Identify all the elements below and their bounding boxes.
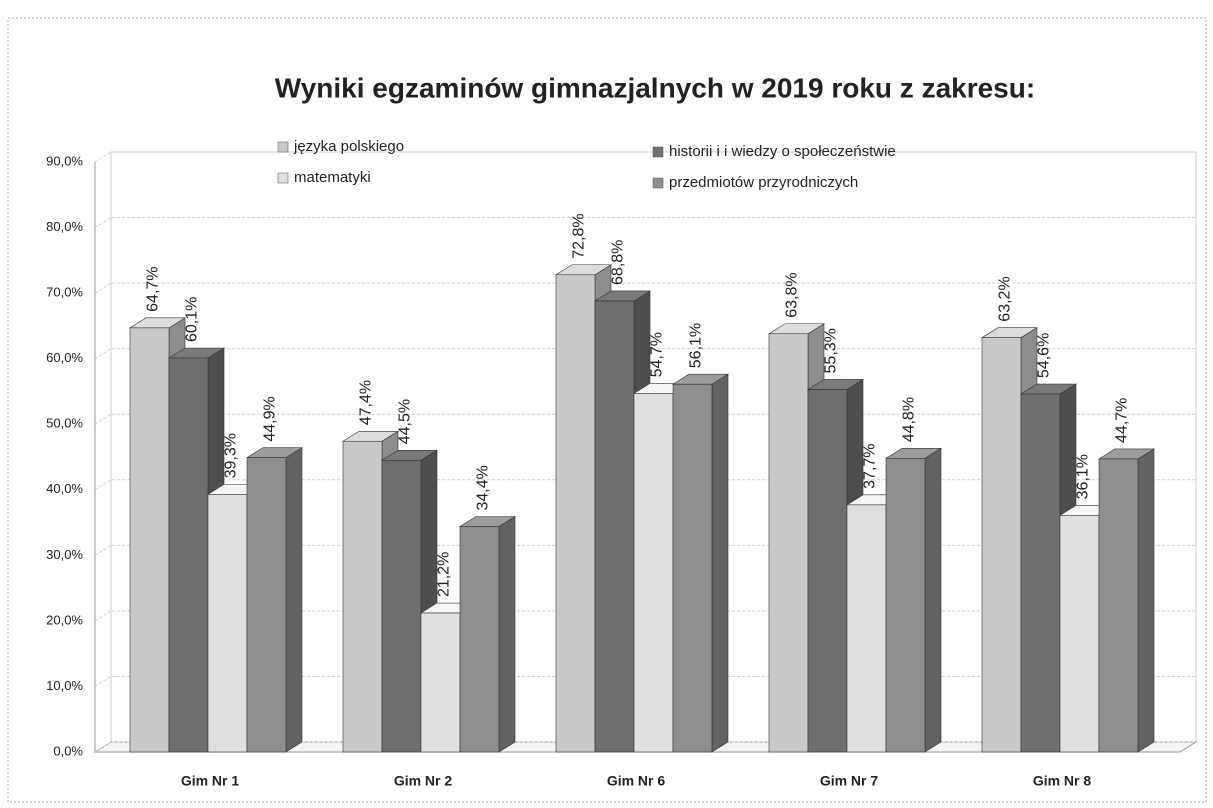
bar (768, 333, 809, 753)
legend-label: języka polskiego (293, 138, 404, 155)
data-label: 44,5% (397, 399, 414, 444)
data-label: 36,1% (1075, 454, 1092, 499)
y-tick-label: 0,0% (53, 743, 83, 758)
x-tick-label: Gim Nr 2 (394, 773, 453, 789)
legend-swatch (652, 177, 664, 189)
bar (846, 504, 887, 753)
bar (555, 274, 596, 753)
data-label: 63,2% (997, 276, 1014, 321)
bar-side (285, 447, 303, 753)
grid-line (94, 151, 1196, 163)
data-label: 47,4% (358, 380, 375, 425)
bar-side (924, 447, 942, 753)
x-tick-label: Gim Nr 7 (820, 773, 879, 789)
y-tick-label: 80,0% (46, 219, 83, 234)
data-label: 44,8% (901, 397, 918, 442)
y-tick-label: 30,0% (46, 547, 83, 562)
legend-swatch (277, 172, 289, 184)
data-label: 37,7% (862, 443, 879, 488)
bar (246, 457, 287, 753)
y-tick-label: 20,0% (46, 612, 83, 627)
data-label: 55,3% (823, 328, 840, 373)
y-tick-label: 90,0% (46, 153, 83, 168)
data-label: 39,3% (223, 433, 240, 478)
bar (594, 300, 635, 753)
bar (342, 440, 383, 753)
x-tick-label: Gim Nr 8 (1033, 773, 1092, 789)
bar (633, 393, 674, 753)
bar (420, 612, 461, 753)
data-label: 44,7% (1114, 398, 1131, 443)
y-tick-label: 10,0% (46, 678, 83, 693)
data-label: 54,7% (649, 332, 666, 377)
grid-line (94, 348, 1196, 360)
data-label: 63,8% (784, 272, 801, 317)
data-label: 60,1% (184, 297, 201, 342)
y-tick-label: 50,0% (46, 416, 83, 431)
bar (129, 327, 170, 753)
legend-swatch (277, 141, 289, 153)
bar-side (498, 515, 516, 753)
x-tick-label: Gim Nr 1 (181, 773, 240, 789)
grid-line (94, 282, 1196, 294)
data-label: 44,9% (262, 396, 279, 441)
y-tick-label: 60,0% (46, 350, 83, 365)
data-label: 56,1% (688, 323, 705, 368)
grid-line (94, 217, 1196, 228)
bar (1098, 458, 1139, 753)
data-label: 64,7% (145, 266, 162, 311)
x-tick-label: Gim Nr 6 (607, 773, 666, 789)
bar-side (1137, 448, 1155, 753)
bar (807, 389, 848, 753)
bar (1059, 515, 1100, 753)
bar (459, 526, 500, 753)
legend-swatch (652, 146, 664, 158)
bar (672, 383, 713, 753)
bar (207, 494, 248, 753)
data-label: 54,6% (1036, 333, 1053, 378)
bar (381, 459, 422, 753)
bar (885, 458, 926, 753)
legend-label: historii i i wiedzy o społeczeństwie (669, 143, 896, 160)
bar-side (711, 373, 729, 753)
data-label: 68,8% (610, 240, 627, 285)
bar (981, 337, 1022, 753)
data-label: 72,8% (571, 213, 588, 258)
bar (1020, 393, 1061, 753)
legend-label: przedmiotów przyrodniczych (669, 174, 858, 191)
data-label: 34,4% (475, 465, 492, 510)
y-tick-label: 40,0% (46, 481, 83, 496)
data-label: 21,2% (436, 552, 453, 597)
chart-title: Wyniki egzaminów gimnazjalnych w 2019 ro… (275, 72, 1035, 103)
y-tick-label: 70,0% (46, 285, 83, 300)
legend-label: matematyki (294, 169, 371, 186)
bar (168, 357, 209, 753)
